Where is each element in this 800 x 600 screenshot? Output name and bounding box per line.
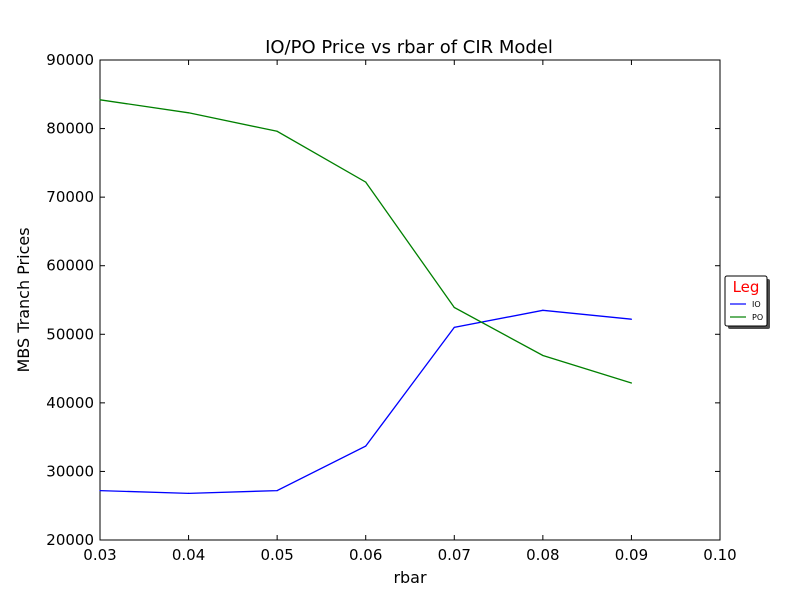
y-tick-label: 20000 — [46, 531, 94, 549]
x-tick-label: 0.06 — [349, 546, 382, 564]
legend-label-io: IO — [752, 300, 761, 309]
y-axis: 20000 30000 40000 50000 60000 70000 80000 90000 — [46, 51, 720, 549]
x-axis-label: rbar — [393, 568, 427, 587]
x-tick-label: 0.10 — [703, 546, 736, 564]
data-point-po — [542, 354, 544, 357]
data-point-po — [630, 382, 633, 384]
series-lines — [99, 99, 633, 495]
series-line-io — [99, 309, 632, 495]
x-tick-label: 0.05 — [260, 546, 293, 564]
legend-box — [724, 275, 768, 327]
x-tick-label: 0.03 — [83, 546, 116, 564]
y-tick-label: 70000 — [46, 188, 94, 206]
data-point-po — [365, 181, 367, 183]
x-axis: 0.03 0.04 0.05 0.06 0.07 0.08 0.09 0.10 — [83, 60, 737, 564]
y-tick-label: 60000 — [46, 257, 94, 275]
x-tick-label: 0.08 — [526, 546, 559, 564]
y-axis-label: MBS Tranch Prices — [14, 227, 33, 372]
data-point-io — [365, 445, 367, 447]
data-point-po — [187, 112, 190, 114]
data-point-po — [453, 306, 455, 309]
data-point-po — [276, 130, 278, 132]
legend-entries: IO PO — [730, 300, 763, 322]
series-line-po — [99, 99, 632, 384]
data-point-po — [99, 99, 101, 101]
y-tick-label: 80000 — [46, 120, 94, 138]
data-point-io — [542, 309, 544, 311]
data-point-io — [276, 490, 278, 492]
legend-title: Leg — [733, 278, 760, 296]
legend: Leg IO PO — [724, 275, 770, 329]
chart-title: IO/PO Price vs rbar of CIR Model — [265, 37, 553, 58]
data-point-io — [453, 326, 455, 329]
y-tick-label: 90000 — [46, 51, 94, 69]
data-point-io — [99, 490, 101, 492]
legend-label-po: PO — [752, 313, 763, 322]
x-tick-label: 0.07 — [438, 546, 471, 564]
plot-area — [99, 59, 721, 541]
y-tick-label: 50000 — [46, 325, 94, 343]
y-tick-label: 30000 — [46, 462, 94, 480]
data-point-io — [630, 318, 633, 320]
plot-frame — [99, 59, 721, 541]
data-point-io — [187, 492, 190, 494]
y-tick-label: 40000 — [46, 394, 94, 412]
x-tick-label: 0.09 — [615, 546, 648, 564]
x-tick-label: 0.04 — [172, 546, 205, 564]
